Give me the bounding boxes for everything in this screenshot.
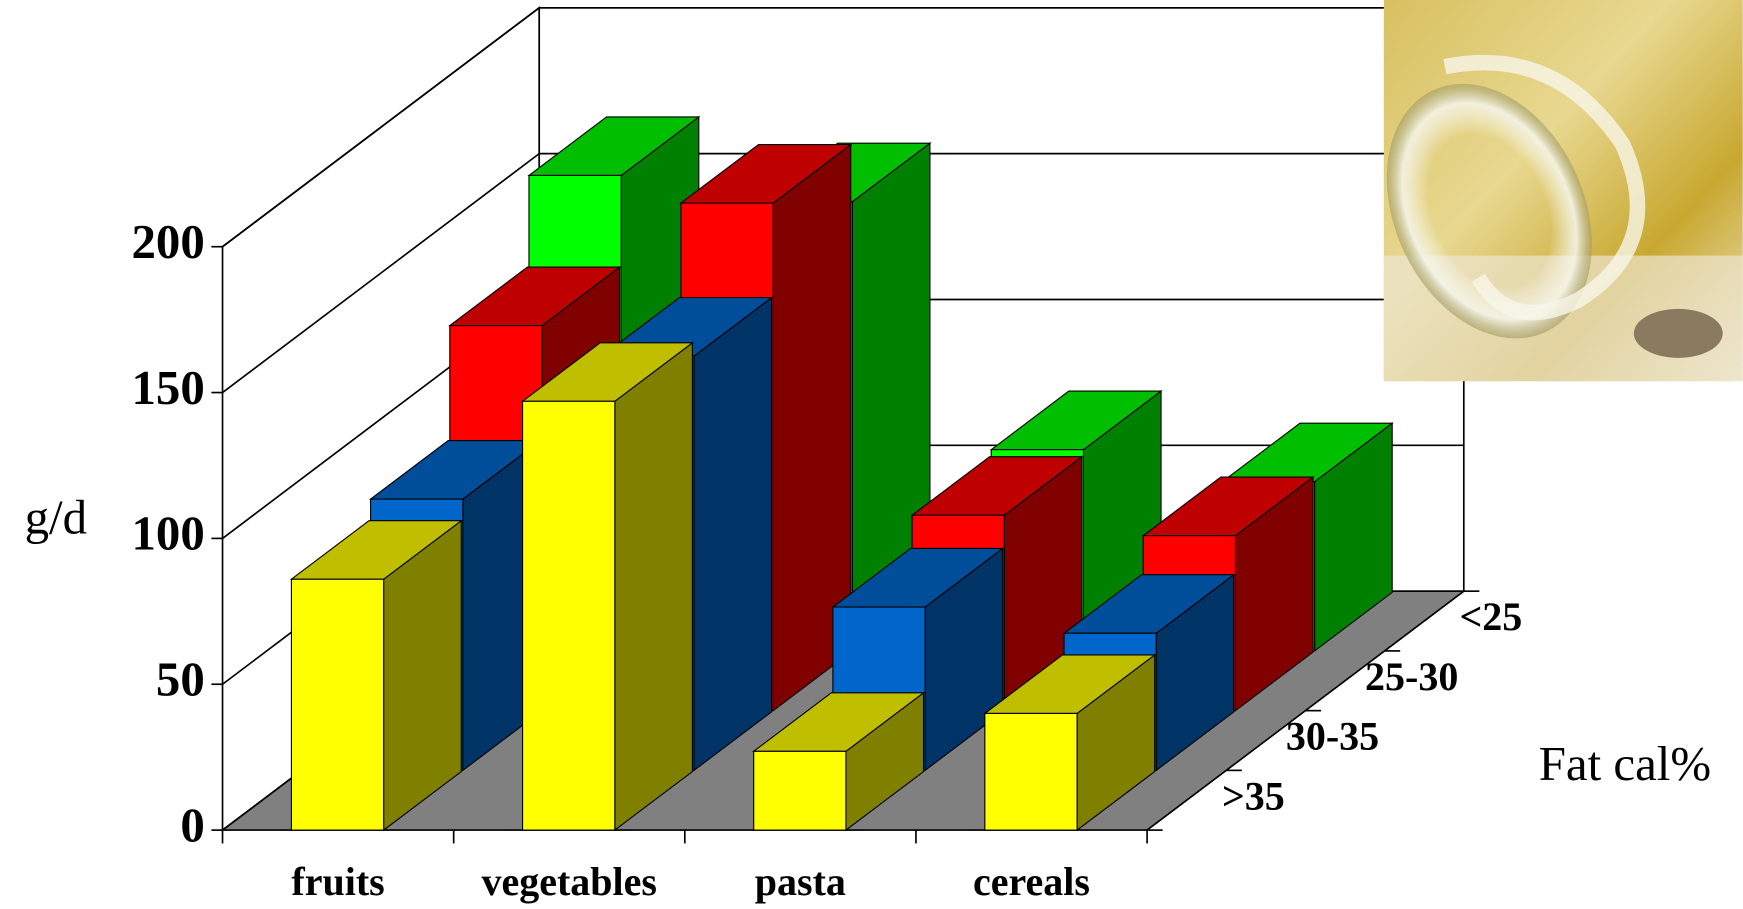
- y-tick-label: 0: [180, 797, 204, 852]
- bar: [984, 712, 1078, 831]
- y-tick-label: 200: [131, 214, 204, 269]
- y-axis-label: g/d: [25, 490, 87, 545]
- y-tick-label: 50: [156, 651, 205, 706]
- bar: [753, 750, 847, 831]
- plot-area: 0 50 100 150 200 g/d fruits vegetables pasta cere…: [25, 6, 1711, 904]
- bar: [522, 400, 616, 831]
- legend-label: 30-35: [1286, 714, 1379, 759]
- x-tick-label: cereals: [973, 859, 1090, 904]
- legend-label: >35: [1222, 773, 1285, 818]
- z-axis-label: Fat cal%: [1539, 736, 1711, 791]
- bar-side: [693, 296, 773, 772]
- bar-side: [614, 341, 693, 832]
- grid-line: [222, 7, 540, 248]
- legend-label: <25: [1459, 594, 1522, 639]
- grid-line: [222, 152, 540, 394]
- y-tick-label: 100: [131, 506, 204, 561]
- legend-label: 25-30: [1365, 654, 1458, 699]
- photo: [1383, 0, 1743, 382]
- x-tick-label: vegetables: [481, 859, 657, 904]
- bar: [290, 578, 385, 831]
- x-tick-label: pasta: [755, 859, 846, 904]
- y-tick-label: 150: [131, 360, 204, 415]
- x-tick-label: fruits: [291, 859, 384, 904]
